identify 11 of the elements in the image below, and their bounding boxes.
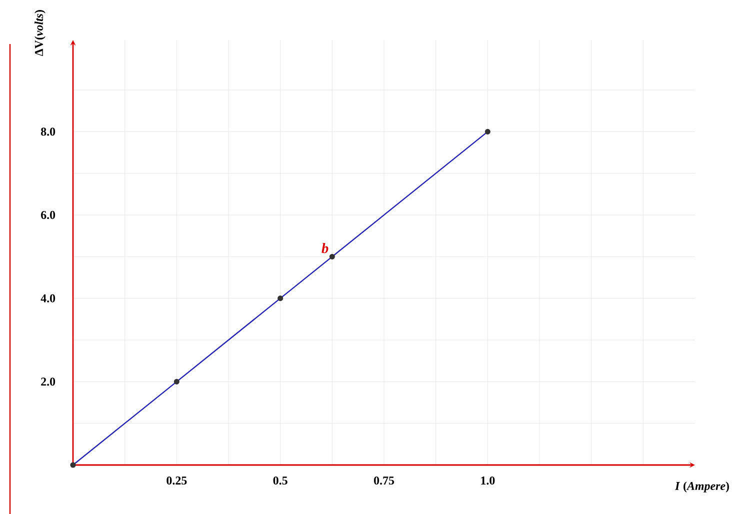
x-tick-label: 0.5 bbox=[273, 476, 288, 485]
y-tick-label: 6.0 bbox=[40, 210, 56, 220]
y-axis-title: ΔV(volts) bbox=[34, 10, 46, 56]
y-tick-label: 4.0 bbox=[40, 294, 56, 302]
annotation: b bbox=[322, 243, 328, 254]
x-tick-label: 0.25 bbox=[166, 476, 187, 485]
x-tick-label: 0.75 bbox=[374, 476, 394, 485]
x-axis-title: I (Ampere) bbox=[674, 482, 729, 492]
y-tick-label: 8.0 bbox=[40, 128, 56, 136]
y-tick-label: 2.0 bbox=[41, 378, 56, 386]
x-tick-label: 1.0 bbox=[481, 476, 495, 485]
